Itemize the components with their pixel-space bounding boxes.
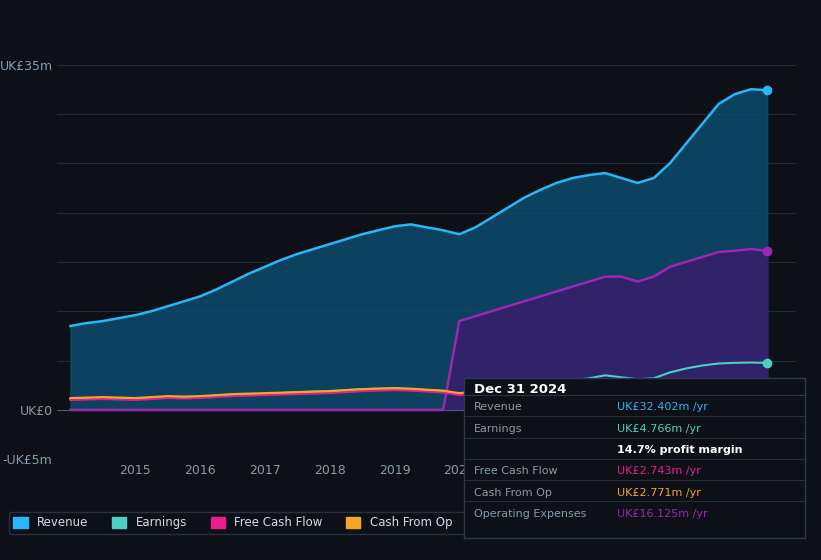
Text: UK£16.125m /yr: UK£16.125m /yr — [617, 509, 708, 519]
Text: Revenue: Revenue — [474, 403, 523, 413]
Text: UK£2.743m /yr: UK£2.743m /yr — [617, 466, 701, 477]
Text: Operating Expenses: Operating Expenses — [474, 509, 586, 519]
Text: Earnings: Earnings — [474, 424, 523, 434]
Text: 14.7% profit margin: 14.7% profit margin — [617, 445, 743, 455]
Text: UK£2.771m /yr: UK£2.771m /yr — [617, 488, 701, 498]
Text: Free Cash Flow: Free Cash Flow — [474, 466, 557, 477]
Text: UK£32.402m /yr: UK£32.402m /yr — [617, 403, 708, 413]
Text: UK£4.766m /yr: UK£4.766m /yr — [617, 424, 701, 434]
Text: Cash From Op: Cash From Op — [474, 488, 552, 498]
Legend: Revenue, Earnings, Free Cash Flow, Cash From Op, Operating Expenses: Revenue, Earnings, Free Cash Flow, Cash … — [9, 512, 623, 534]
Text: Dec 31 2024: Dec 31 2024 — [474, 384, 566, 396]
